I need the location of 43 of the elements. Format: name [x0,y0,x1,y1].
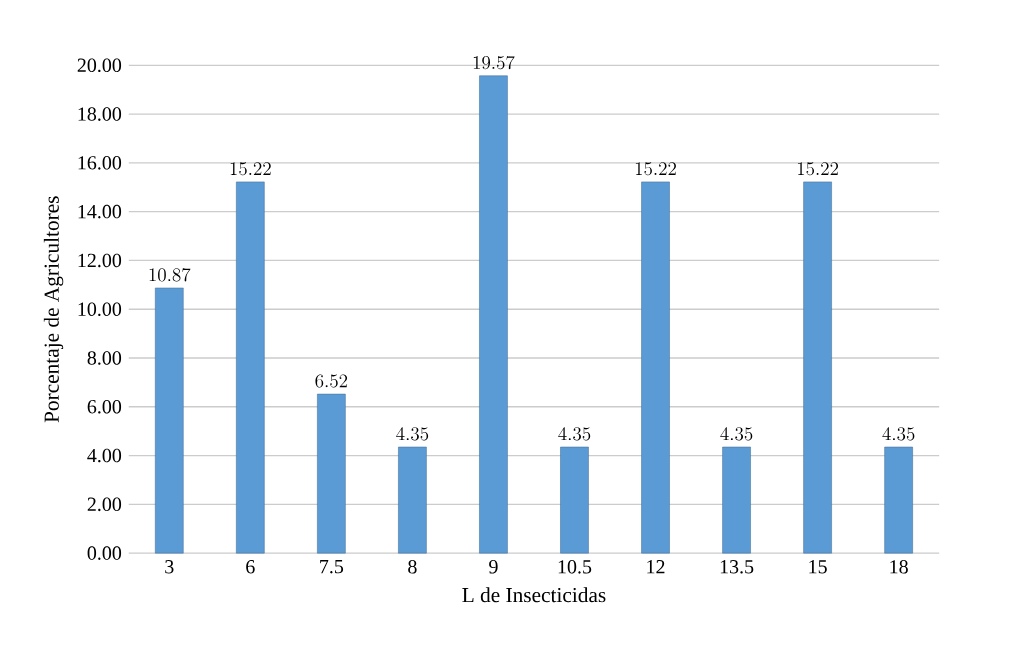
x-tick-label: 18 [890,560,908,574]
bar [560,446,589,554]
x-tick-label: 6 [246,560,255,574]
x-tick-label: 15 [809,560,827,574]
y-tick-label: 0.00 [87,546,122,560]
y-tick-label: 2.00 [87,497,122,512]
x-tick-label: 7.5 [320,560,344,574]
y-tick-label: 18.00 [78,107,122,121]
data-label: 15.22 [797,162,839,176]
data-label: 4.35 [396,427,429,441]
bar [803,181,832,554]
y-tick-label: 16.00 [78,156,122,170]
x-tick-label: 12 [647,560,665,574]
x-tick-label: 9 [489,560,498,574]
y-tick-label: 8.00 [87,351,122,365]
data-label: 4.35 [558,427,591,441]
y-tick-label: 14.00 [78,204,122,219]
bar [155,287,184,554]
bar [884,446,913,554]
y-axis-title: Porcentaje de Agricultores [43,196,64,423]
y-tick-label: 4.00 [87,448,122,463]
bar [317,393,346,554]
data-label: 10.87 [149,268,191,282]
data-label: 4.35 [720,427,753,441]
bar [641,181,670,554]
data-label: 15.22 [635,162,676,176]
data-label: 4.35 [882,427,915,441]
bar [236,181,265,554]
x-tick-label: 10.5 [558,560,592,574]
data-label: 6.52 [315,374,348,388]
y-tick-label: 6.00 [87,399,122,414]
bar [479,75,508,554]
x-tick-label: 8 [408,560,417,574]
x-axis-title: L de Insecticidas [462,587,606,603]
y-tick-label: 20.00 [77,58,122,73]
bar [398,446,427,554]
y-tick-label: 10.00 [78,302,122,316]
data-label: 15.22 [230,162,271,176]
bar [722,446,751,554]
data-label: 19.57 [473,55,515,70]
x-tick-label: 13.5 [720,560,754,574]
x-tick-label: 3 [165,560,174,574]
y-tick-label: 12.00 [78,253,122,268]
